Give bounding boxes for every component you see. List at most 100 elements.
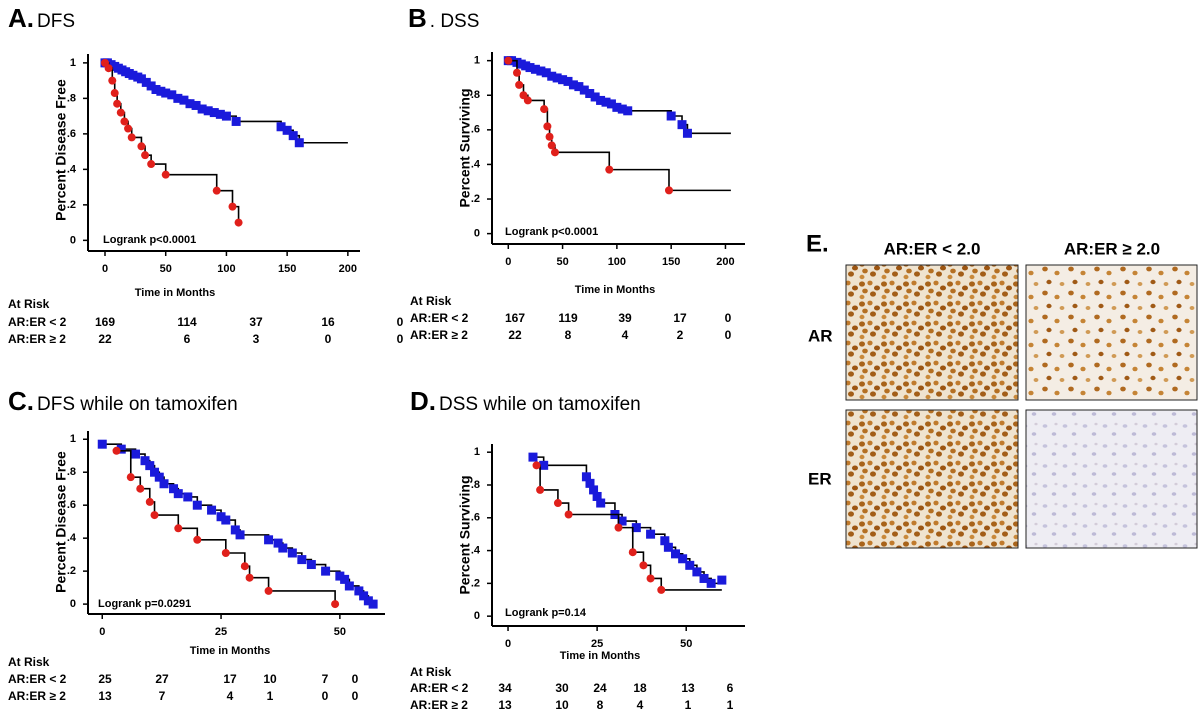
censor-marker bbox=[592, 491, 602, 501]
at-risk-count: 37 bbox=[249, 315, 263, 329]
censor-marker bbox=[532, 461, 541, 470]
censor-marker bbox=[193, 535, 202, 544]
at-risk-count: 7 bbox=[159, 689, 166, 703]
x-tick-label: 150 bbox=[662, 256, 680, 268]
at-risk-count: 0 bbox=[725, 311, 732, 325]
censor-marker bbox=[545, 132, 554, 141]
y-tick-label: .2 bbox=[471, 193, 480, 205]
censor-marker bbox=[126, 473, 135, 482]
at-risk-count: 30 bbox=[555, 681, 569, 695]
censor-marker bbox=[209, 108, 219, 118]
censor-marker bbox=[156, 86, 166, 96]
censor-marker bbox=[288, 131, 298, 141]
y-tick-label: 0 bbox=[70, 598, 76, 610]
y-tick-label: .8 bbox=[67, 466, 76, 478]
y-axis-label: Percent Surviving bbox=[457, 475, 473, 594]
censor-marker bbox=[159, 479, 169, 489]
at-risk-title: At Risk bbox=[8, 655, 50, 669]
censor-marker bbox=[161, 88, 171, 98]
censor-marker bbox=[530, 64, 540, 74]
censor-marker bbox=[120, 117, 129, 126]
y-tick-label: .4 bbox=[471, 544, 481, 556]
x-tick-label: 0 bbox=[505, 638, 511, 650]
panel-label: C. bbox=[8, 386, 34, 416]
censor-marker bbox=[185, 99, 195, 109]
column-label: AR:ER < 2.0 bbox=[884, 239, 981, 258]
censor-marker bbox=[574, 82, 584, 92]
censor-marker bbox=[354, 586, 364, 596]
censor-marker bbox=[596, 498, 606, 508]
y-tick-label: .4 bbox=[67, 163, 77, 175]
censor-marker bbox=[276, 122, 286, 132]
y-tick-label: 1 bbox=[70, 57, 76, 69]
annotation: Logrank p<0.0001 bbox=[505, 226, 598, 238]
at-risk-count: 169 bbox=[95, 315, 115, 329]
at-risk-count: 16 bbox=[321, 315, 335, 329]
censor-marker bbox=[340, 574, 350, 584]
censor-marker bbox=[585, 89, 595, 99]
censor-marker bbox=[617, 104, 627, 114]
censor-marker bbox=[671, 549, 681, 559]
row-label: ER bbox=[808, 469, 832, 488]
column-label: AR:ER ≥ 2.0 bbox=[1064, 239, 1160, 258]
censor-marker bbox=[685, 560, 695, 570]
censor-marker bbox=[192, 500, 202, 510]
censor-marker bbox=[664, 186, 673, 195]
censor-marker bbox=[112, 446, 121, 455]
x-tick-label: 25 bbox=[591, 638, 603, 650]
censor-marker bbox=[589, 485, 599, 495]
x-tick-label: 100 bbox=[608, 256, 626, 268]
at-risk-name: AR:ER ≥ 2 bbox=[8, 689, 66, 703]
censor-marker bbox=[331, 600, 340, 609]
survival-curve bbox=[508, 59, 731, 192]
at-risk-name: AR:ER < 2 bbox=[410, 311, 469, 325]
x-tick-label: 0 bbox=[102, 263, 108, 275]
censor-marker bbox=[145, 497, 154, 506]
y-tick-label: .4 bbox=[471, 158, 481, 170]
censor-marker bbox=[128, 70, 138, 80]
at-risk-count: 24 bbox=[593, 681, 607, 695]
stain-image bbox=[845, 264, 1019, 401]
censor-marker bbox=[541, 68, 551, 78]
censor-marker bbox=[150, 511, 159, 520]
x-tick-label: 150 bbox=[278, 263, 296, 275]
censor-marker bbox=[113, 99, 122, 108]
panel-title: DSS while on tamoxifen bbox=[439, 394, 641, 415]
censor-marker bbox=[515, 80, 524, 89]
censor-marker bbox=[623, 106, 633, 116]
censor-marker bbox=[116, 108, 125, 117]
censor-marker bbox=[207, 505, 217, 515]
annotation: Logrank p<0.0001 bbox=[103, 234, 196, 246]
panel-label: E. bbox=[806, 230, 829, 257]
censor-marker bbox=[136, 484, 145, 493]
censor-marker bbox=[563, 76, 573, 86]
censor-marker bbox=[221, 549, 230, 557]
at-risk-count: 6 bbox=[727, 681, 734, 695]
stain-image bbox=[1025, 409, 1198, 549]
y-tick-label: .2 bbox=[67, 199, 76, 211]
censor-marker bbox=[131, 449, 141, 459]
x-tick-label: 50 bbox=[680, 638, 692, 650]
y-tick-label: .6 bbox=[471, 512, 480, 524]
y-tick-label: 1 bbox=[474, 55, 480, 67]
x-axis-label: Time in Months bbox=[190, 645, 270, 657]
y-tick-label: 0 bbox=[474, 610, 480, 622]
censor-marker bbox=[344, 581, 354, 591]
at-risk-count: 8 bbox=[597, 698, 604, 712]
censor-marker bbox=[536, 66, 546, 76]
censor-marker bbox=[150, 467, 160, 477]
at-risk-count: 167 bbox=[505, 311, 525, 325]
annotation: Logrank p=0.14 bbox=[505, 607, 587, 619]
at-risk-count: 13 bbox=[98, 689, 112, 703]
censor-marker bbox=[699, 573, 709, 583]
x-tick-label: 200 bbox=[339, 263, 357, 275]
censor-marker bbox=[678, 554, 688, 564]
at-risk-count: 22 bbox=[508, 328, 522, 342]
censor-marker bbox=[717, 575, 727, 585]
at-risk-count: 0 bbox=[397, 315, 404, 329]
censor-marker bbox=[145, 461, 155, 471]
y-axis-label: Percent Disease Free bbox=[53, 79, 69, 221]
at-risk-count: 8 bbox=[565, 328, 572, 342]
at-risk-name: AR:ER ≥ 2 bbox=[8, 332, 66, 346]
